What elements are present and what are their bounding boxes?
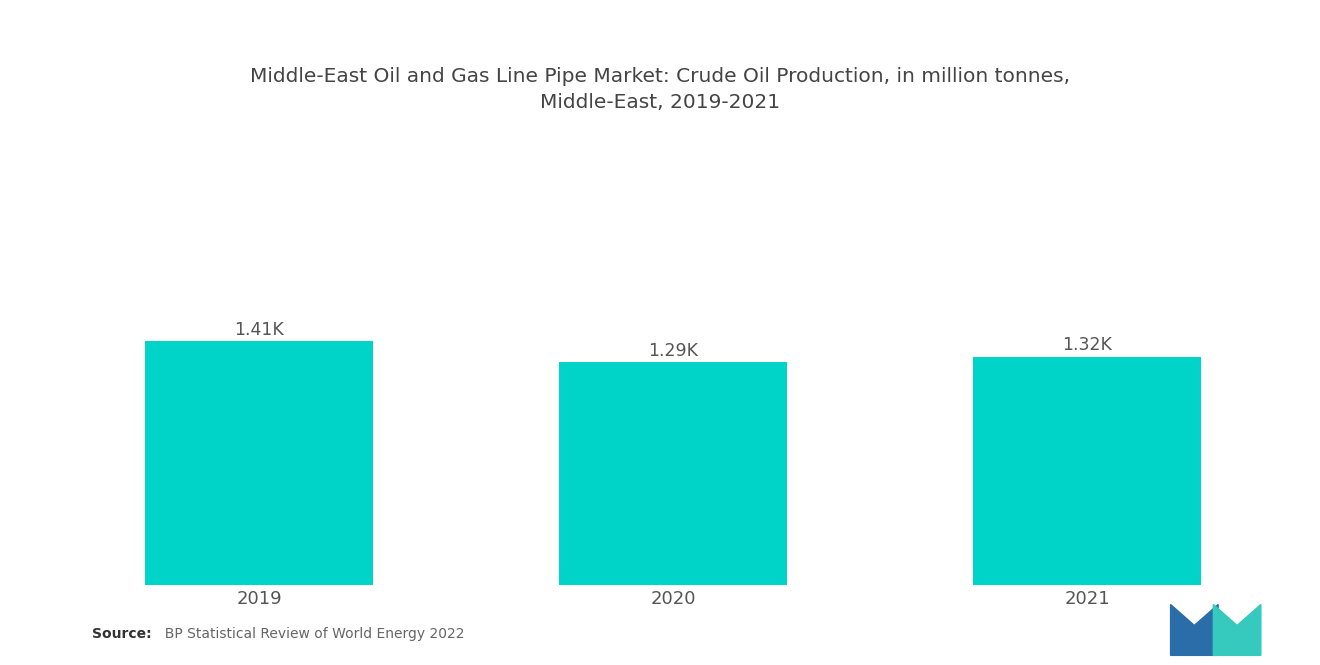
Text: 1.29K: 1.29K [648,342,698,360]
Text: BP Statistical Review of World Energy 2022: BP Statistical Review of World Energy 20… [156,627,465,642]
Polygon shape [1213,604,1261,656]
Text: 1.32K: 1.32K [1063,336,1113,354]
Text: Middle-East Oil and Gas Line Pipe Market: Crude Oil Production, in million tonne: Middle-East Oil and Gas Line Pipe Market… [249,66,1071,112]
Polygon shape [1171,604,1218,656]
Text: 1.41K: 1.41K [234,321,284,338]
Bar [560,362,787,585]
Text: Source:: Source: [92,627,152,642]
Bar [145,341,374,585]
Bar [973,357,1201,585]
